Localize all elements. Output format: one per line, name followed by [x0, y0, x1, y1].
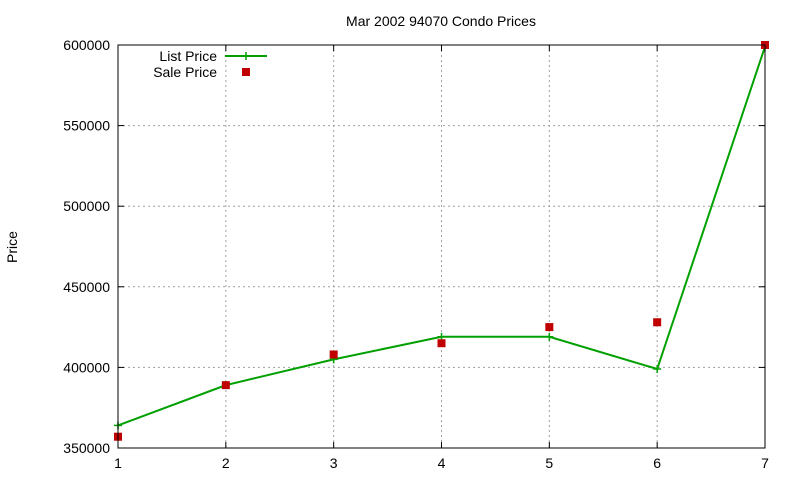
x-tick-label: 5: [545, 455, 553, 471]
y-tick-label: 450000: [63, 279, 110, 295]
legend-square-marker: [242, 68, 250, 76]
y-tick-label: 500000: [63, 198, 110, 214]
x-tick-label: 2: [222, 455, 230, 471]
sale-price-point: [221, 381, 230, 390]
x-tick-label: 3: [330, 455, 338, 471]
y-tick-label: 600000: [63, 37, 110, 53]
y-tick-label: 550000: [63, 118, 110, 134]
sale-price-point: [329, 350, 338, 359]
series-layer: [114, 41, 769, 441]
y-axis-label: Price: [4, 231, 20, 263]
list-price-point: [545, 332, 554, 341]
legend-plus-marker: [242, 52, 250, 60]
sale-price-point: [653, 318, 662, 327]
chart-title: Mar 2002 94070 Condo Prices: [346, 13, 536, 29]
grid-lines: [118, 45, 765, 448]
sale-price-point: [437, 339, 446, 348]
axis-ticks: 1 2 3 4 5 6 7 350000 400000 450000 500000 550000 600…: [63, 37, 769, 471]
list-price-point: [653, 365, 662, 374]
x-tick-label: 7: [761, 455, 769, 471]
x-tick-label: 1: [114, 455, 122, 471]
legend-label: Sale Price: [153, 64, 217, 80]
x-tick-label: 6: [653, 455, 661, 471]
sale-price-point: [545, 323, 554, 332]
x-tick-label: 4: [438, 455, 446, 471]
legend-label: List Price: [159, 48, 217, 64]
y-tick-label: 350000: [63, 440, 110, 456]
y-tick-label: 400000: [63, 359, 110, 375]
